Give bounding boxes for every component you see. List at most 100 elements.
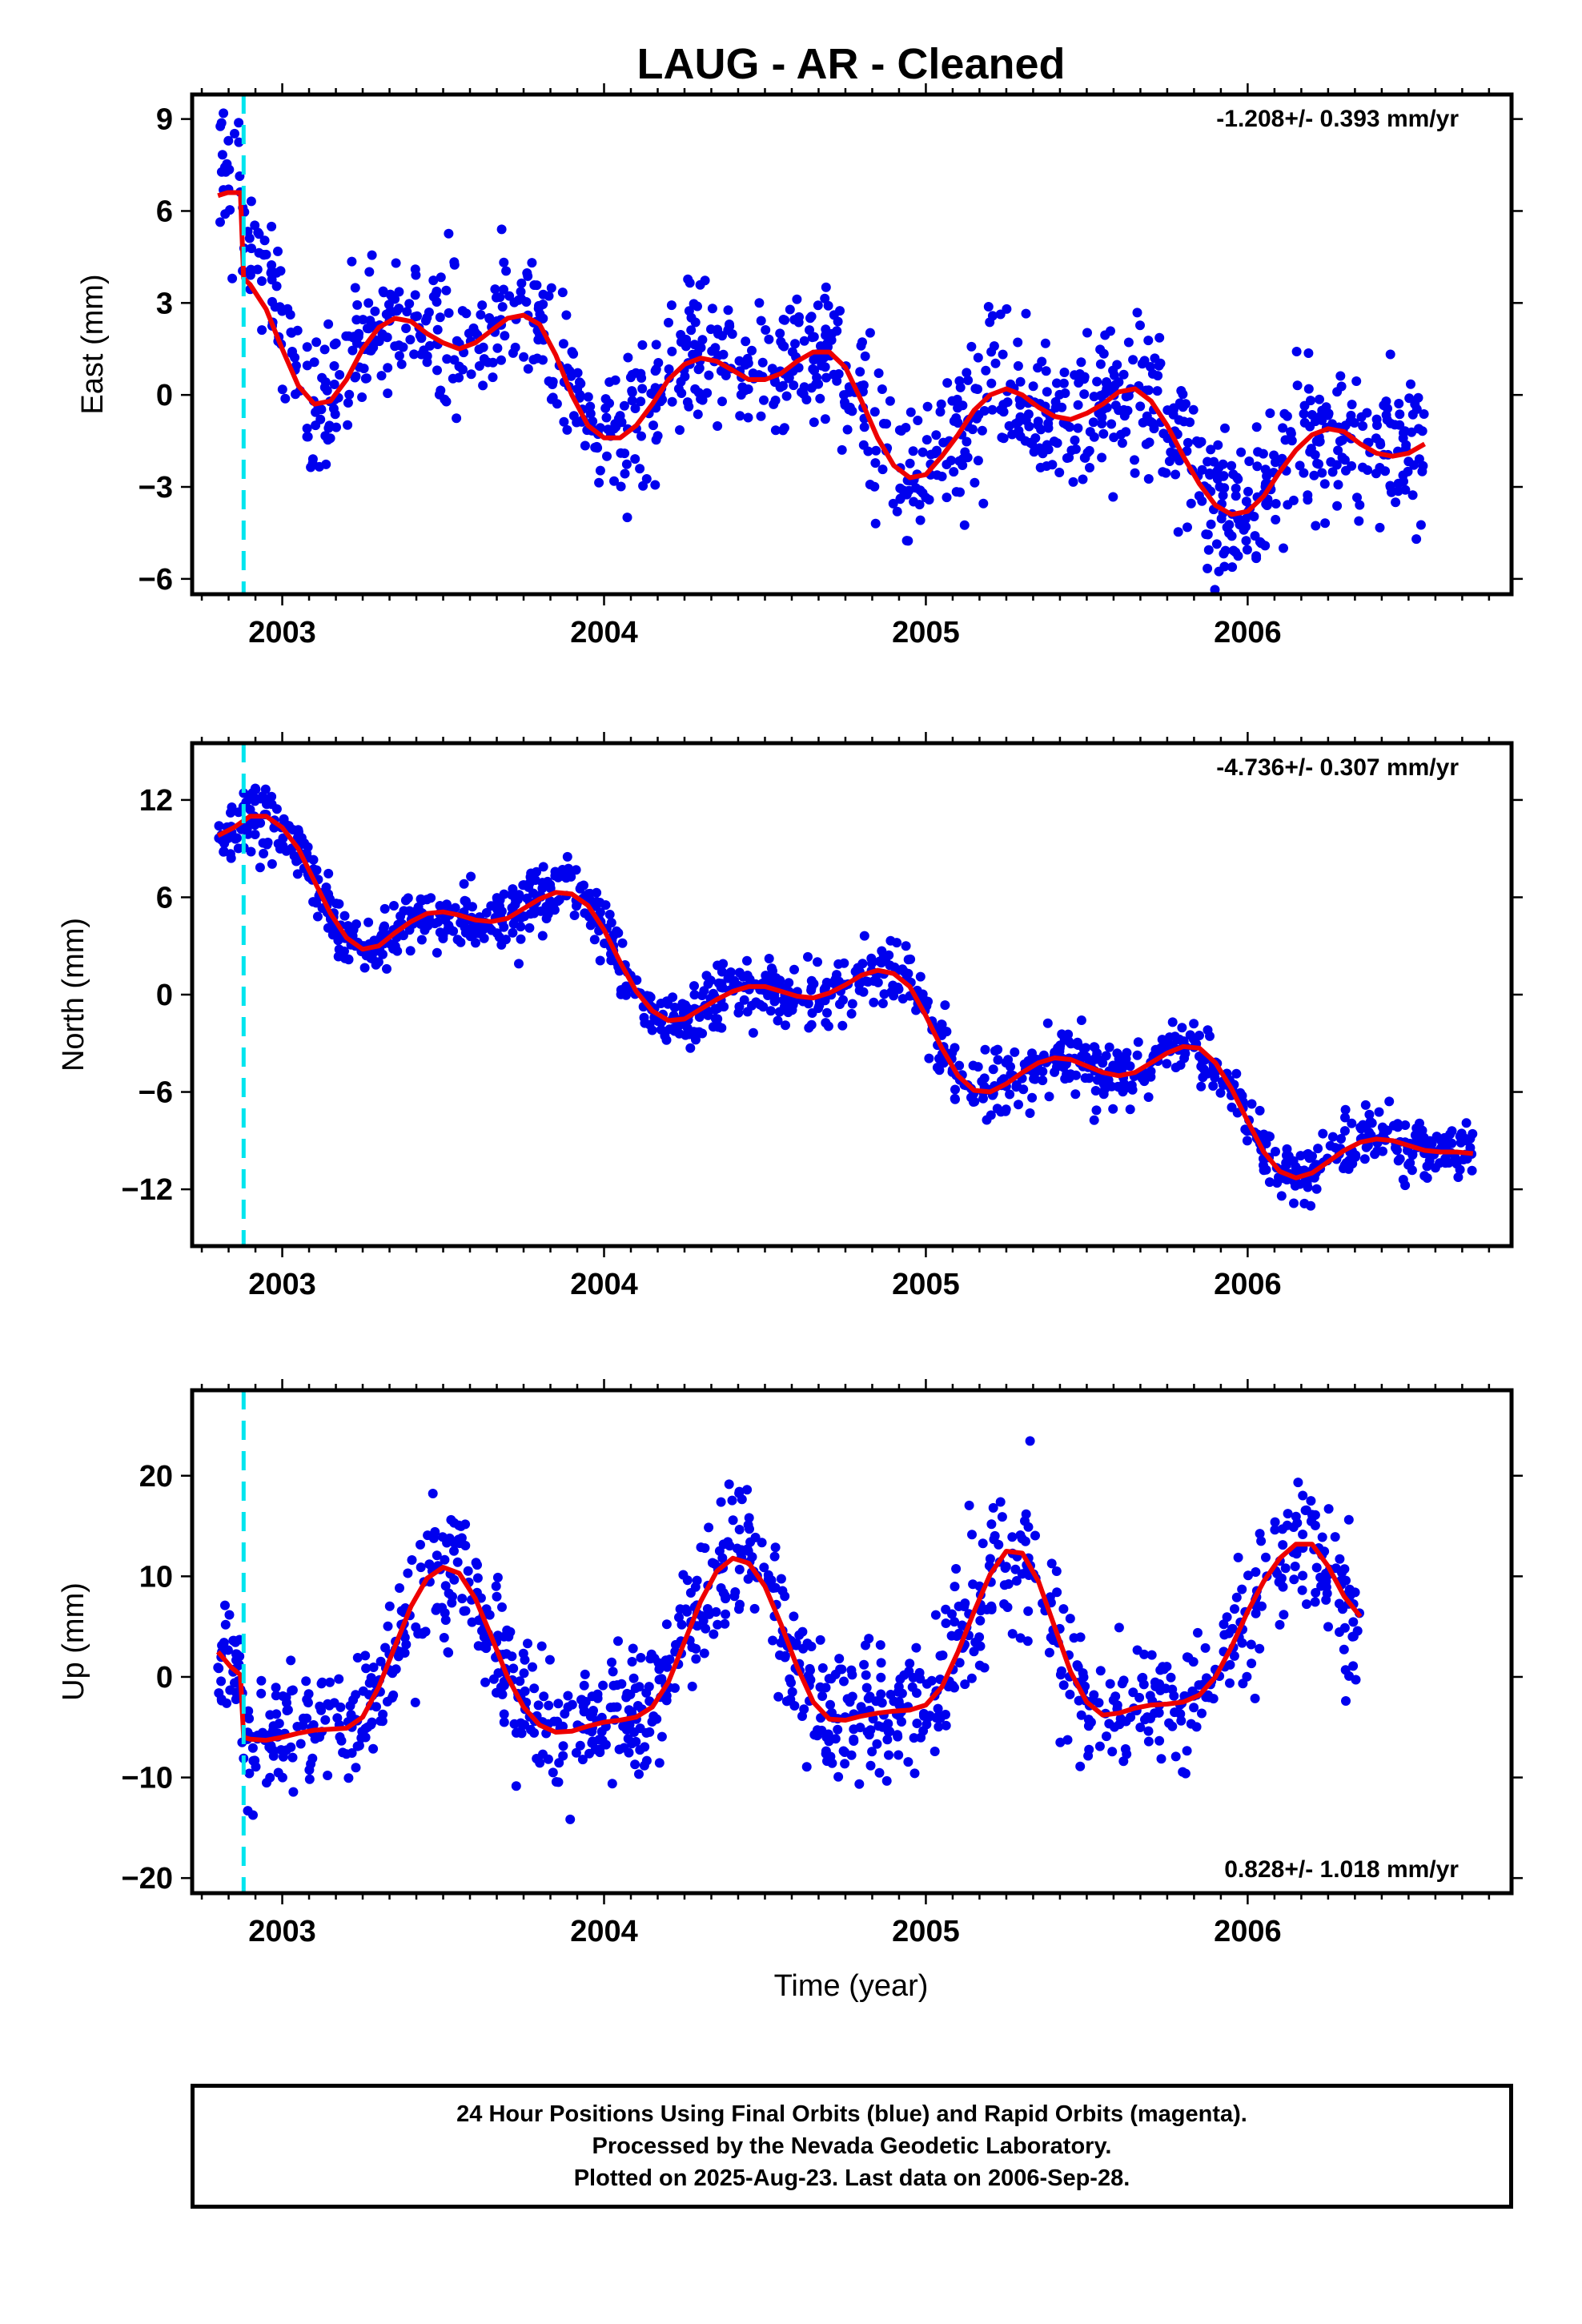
data-point bbox=[1197, 464, 1207, 475]
data-point bbox=[1458, 0, 1468, 5]
chart-title: LAUG - AR - Cleaned bbox=[636, 40, 1065, 88]
data-point bbox=[215, 121, 226, 131]
data-point bbox=[594, 1735, 604, 1745]
data-point bbox=[1073, 400, 1083, 410]
data-point bbox=[1339, 1644, 1349, 1655]
data-point bbox=[1021, 1509, 1031, 1519]
data-point bbox=[676, 376, 686, 387]
data-point bbox=[686, 325, 697, 336]
data-point bbox=[1311, 1184, 1322, 1194]
data-point bbox=[838, 995, 848, 1005]
data-point bbox=[1094, 1698, 1104, 1708]
data-point bbox=[335, 1702, 346, 1712]
data-point bbox=[363, 917, 374, 927]
data-point bbox=[805, 325, 814, 336]
data-point bbox=[839, 1676, 849, 1687]
data-point bbox=[1359, 0, 1369, 5]
data-point bbox=[1477, 0, 1487, 5]
data-point bbox=[1106, 1081, 1117, 1092]
data-point bbox=[1047, 460, 1058, 470]
data-point bbox=[964, 1500, 974, 1510]
data-point bbox=[1017, 1534, 1027, 1544]
data-point bbox=[767, 364, 777, 374]
data-point bbox=[764, 954, 774, 963]
data-point bbox=[1029, 1074, 1039, 1084]
data-point bbox=[219, 1639, 228, 1650]
data-point bbox=[923, 1712, 934, 1723]
data-point bbox=[608, 930, 619, 940]
data-point bbox=[691, 1654, 701, 1664]
data-point bbox=[616, 1679, 627, 1689]
data-point bbox=[1447, 0, 1456, 5]
data-point bbox=[449, 355, 460, 365]
data-point bbox=[1447, 0, 1457, 5]
data-point bbox=[1447, 0, 1456, 5]
data-point bbox=[876, 1658, 886, 1668]
data-point bbox=[892, 506, 902, 517]
data-point bbox=[515, 1676, 525, 1687]
data-point bbox=[764, 334, 774, 344]
data-point bbox=[1243, 1570, 1253, 1581]
data-point bbox=[1394, 399, 1404, 408]
data-point bbox=[1335, 436, 1345, 446]
data-point bbox=[942, 1027, 952, 1037]
data-point bbox=[1282, 1144, 1292, 1154]
data-point bbox=[1038, 1076, 1048, 1086]
data-point bbox=[1382, 0, 1391, 5]
data-point bbox=[1052, 1587, 1062, 1598]
data-point bbox=[219, 836, 229, 846]
data-point bbox=[1392, 1119, 1403, 1129]
data-point bbox=[792, 294, 802, 304]
data-point bbox=[1449, 0, 1459, 5]
data-point bbox=[214, 1663, 224, 1674]
x-axis-title: Time (year) bbox=[774, 1969, 929, 2003]
east-y-tick-label: 3 bbox=[156, 287, 173, 320]
data-point bbox=[1208, 1081, 1219, 1091]
data-point bbox=[499, 1709, 509, 1719]
data-point bbox=[215, 217, 225, 227]
data-point bbox=[1219, 483, 1230, 493]
data-point bbox=[571, 865, 581, 875]
data-point bbox=[1050, 403, 1061, 413]
data-point bbox=[921, 1679, 932, 1689]
east-x-tick-label: 2005 bbox=[892, 616, 960, 649]
data-point bbox=[1415, 1138, 1425, 1148]
data-point bbox=[759, 1562, 769, 1573]
data-point bbox=[596, 1727, 607, 1737]
data-point bbox=[745, 1524, 754, 1534]
data-point bbox=[254, 247, 264, 258]
data-point bbox=[806, 975, 817, 986]
data-point bbox=[903, 955, 913, 965]
data-point bbox=[1154, 332, 1165, 343]
data-point bbox=[941, 1710, 950, 1719]
data-point bbox=[968, 1579, 978, 1590]
data-point bbox=[1042, 440, 1052, 450]
data-point bbox=[713, 978, 724, 988]
data-point bbox=[1089, 1115, 1099, 1125]
data-point bbox=[707, 304, 717, 314]
data-point bbox=[1164, 456, 1174, 466]
data-point bbox=[480, 1677, 491, 1687]
data-point bbox=[1118, 1087, 1128, 1097]
data-point bbox=[1231, 1592, 1242, 1602]
data-point bbox=[1255, 1105, 1265, 1116]
data-point bbox=[978, 498, 989, 509]
data-point bbox=[998, 407, 1009, 417]
data-point bbox=[1476, 0, 1486, 5]
data-point bbox=[1390, 0, 1399, 5]
data-point bbox=[219, 78, 228, 87]
data-point bbox=[1010, 1564, 1021, 1574]
data-point bbox=[793, 317, 804, 328]
data-point bbox=[1402, 0, 1411, 5]
data-point bbox=[223, 135, 234, 146]
data-point bbox=[960, 1679, 970, 1690]
data-point bbox=[1383, 404, 1392, 414]
data-point bbox=[1141, 439, 1151, 449]
data-point bbox=[1431, 0, 1440, 5]
data-point bbox=[1280, 1563, 1291, 1574]
data-point bbox=[1431, 1132, 1442, 1142]
data-point bbox=[1110, 380, 1121, 390]
data-point bbox=[268, 1721, 279, 1731]
data-point bbox=[514, 959, 524, 969]
east-y-tick-label: 9 bbox=[156, 103, 173, 137]
